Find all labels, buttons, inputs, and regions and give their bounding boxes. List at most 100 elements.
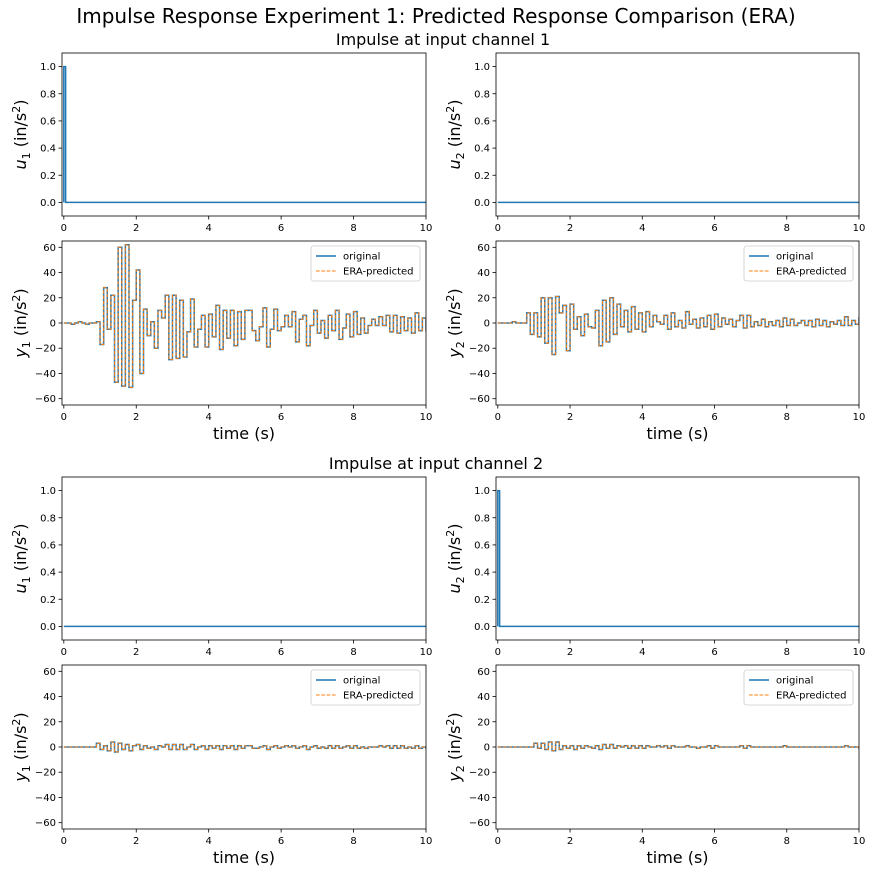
x-tick-label: 6 bbox=[278, 647, 284, 658]
y-label-close: ) bbox=[445, 288, 464, 294]
y-tick-label: 0.8 bbox=[474, 89, 490, 100]
y-label-unit: (in/s bbox=[11, 537, 30, 577]
series-group bbox=[63, 244, 426, 389]
legend: original ERA-predicted bbox=[743, 669, 854, 706]
x-tick-label: 10 bbox=[853, 412, 866, 423]
x-tick-label: 8 bbox=[350, 647, 356, 658]
y-tick-label: 60 bbox=[477, 667, 490, 678]
x-tick-label: 8 bbox=[350, 836, 356, 847]
section-title-channel-2: Impulse at input channel 2 bbox=[329, 454, 543, 473]
y-tick-label: −20 bbox=[469, 344, 490, 355]
y-tick-label: 0.0 bbox=[40, 622, 56, 633]
legend-label-original: original bbox=[776, 676, 813, 687]
legend: original ERA-predicted bbox=[310, 669, 421, 706]
y-label-var: u bbox=[445, 583, 464, 593]
chart-panel-exp1-u2: 0 2 4 6 8 100.00.20.40.60.81.0u2 (in/s2) bbox=[444, 52, 865, 234]
axes-frame bbox=[61, 476, 427, 641]
x-tick-label: 2 bbox=[133, 647, 139, 658]
legend-label-era-predicted: ERA-predicted bbox=[343, 267, 414, 278]
y-label-sub: 2 bbox=[454, 341, 467, 348]
series-original-line bbox=[497, 295, 859, 356]
y-tick-label: 0.4 bbox=[40, 144, 56, 155]
y-tick-label: 1.0 bbox=[474, 486, 490, 497]
y-axis-label: y1 (in/s2) bbox=[10, 288, 33, 358]
series-group bbox=[497, 489, 859, 628]
x-tick-label: 2 bbox=[133, 412, 139, 423]
x-tick-label: 4 bbox=[639, 836, 645, 847]
x-tick-label: 4 bbox=[205, 412, 211, 423]
x-tick-label: 6 bbox=[711, 836, 717, 847]
y-tick-label: −20 bbox=[35, 344, 56, 355]
x-axis-label: time (s) bbox=[646, 848, 708, 867]
legend-box bbox=[310, 245, 421, 282]
x-tick-label: 6 bbox=[278, 412, 284, 423]
y-label-unit: (in/s bbox=[445, 726, 464, 766]
y-tick-label: 20 bbox=[477, 717, 490, 728]
y-label-sup: 2 bbox=[444, 530, 457, 537]
x-tick-label: 10 bbox=[853, 647, 866, 658]
y-tick-label: −40 bbox=[469, 793, 490, 804]
y-tick-label: 40 bbox=[477, 268, 490, 279]
x-tick-label: 6 bbox=[711, 647, 717, 658]
y-tick-label: −20 bbox=[469, 768, 490, 779]
y-label-close: ) bbox=[445, 712, 464, 718]
series-original-line bbox=[63, 65, 426, 204]
x-tick-label: 6 bbox=[278, 223, 284, 234]
y-label-sub: 2 bbox=[454, 765, 467, 772]
legend-label-era-predicted: ERA-predicted bbox=[343, 691, 414, 702]
y-tick-label: 20 bbox=[477, 293, 490, 304]
legend-box bbox=[310, 669, 421, 706]
y-label-close: ) bbox=[11, 288, 30, 294]
y-tick-label: 1.0 bbox=[40, 486, 56, 497]
y-label-sup: 2 bbox=[444, 719, 457, 726]
x-axis-label: time (s) bbox=[646, 424, 708, 443]
y-tick-label: 60 bbox=[43, 667, 56, 678]
y-label-sup: 2 bbox=[10, 106, 23, 113]
y-axis-label: u2 (in/s2) bbox=[444, 99, 467, 169]
y-tick-label: 0.2 bbox=[40, 171, 56, 182]
y-tick-label: 0.0 bbox=[474, 622, 490, 633]
y-axis-label: u1 (in/s2) bbox=[10, 523, 33, 593]
y-label-sub: 1 bbox=[20, 341, 33, 348]
y-label-unit: (in/s bbox=[445, 302, 464, 342]
legend-box bbox=[743, 669, 854, 706]
x-tick-label: 2 bbox=[567, 412, 573, 423]
y-tick-label: −40 bbox=[469, 369, 490, 380]
y-tick-label: −60 bbox=[469, 394, 490, 405]
series-group bbox=[63, 65, 426, 204]
x-tick-label: 4 bbox=[205, 223, 211, 234]
y-label-close: ) bbox=[445, 99, 464, 105]
y-label-sub: 2 bbox=[454, 152, 467, 159]
legend-box bbox=[743, 245, 854, 282]
x-tick-label: 8 bbox=[784, 412, 790, 423]
y-tick-label: −40 bbox=[35, 369, 56, 380]
y-label-sup: 2 bbox=[10, 295, 23, 302]
y-tick-label: 0.2 bbox=[474, 171, 490, 182]
legend: original ERA-predicted bbox=[743, 245, 854, 282]
y-label-sup: 2 bbox=[10, 719, 23, 726]
x-axis-label: time (s) bbox=[213, 848, 275, 867]
x-tick-label: 2 bbox=[567, 647, 573, 658]
x-tick-label: 10 bbox=[420, 412, 433, 423]
y-label-var: u bbox=[11, 583, 30, 593]
y-label-close: ) bbox=[11, 523, 30, 529]
x-tick-label: 6 bbox=[711, 223, 717, 234]
x-tick-label: 6 bbox=[278, 836, 284, 847]
series-era-predicted-line bbox=[497, 741, 859, 752]
x-tick-label: 0 bbox=[61, 647, 67, 658]
y-tick-label: 0.2 bbox=[474, 595, 490, 606]
chart-panel-exp2-u2: 0 2 4 6 8 100.00.20.40.60.81.0u2 (in/s2) bbox=[444, 476, 866, 658]
x-tick-label: 0 bbox=[61, 836, 67, 847]
y-tick-label: 0.8 bbox=[474, 513, 490, 524]
y-tick-label: 0 bbox=[50, 743, 56, 754]
axes-frame bbox=[495, 52, 860, 217]
y-tick-label: 0.6 bbox=[474, 540, 490, 551]
legend-label-era-predicted: ERA-predicted bbox=[776, 267, 847, 278]
y-tick-label: 40 bbox=[477, 692, 490, 703]
y-tick-label: 0.8 bbox=[40, 513, 56, 524]
y-label-sub: 1 bbox=[20, 152, 33, 159]
